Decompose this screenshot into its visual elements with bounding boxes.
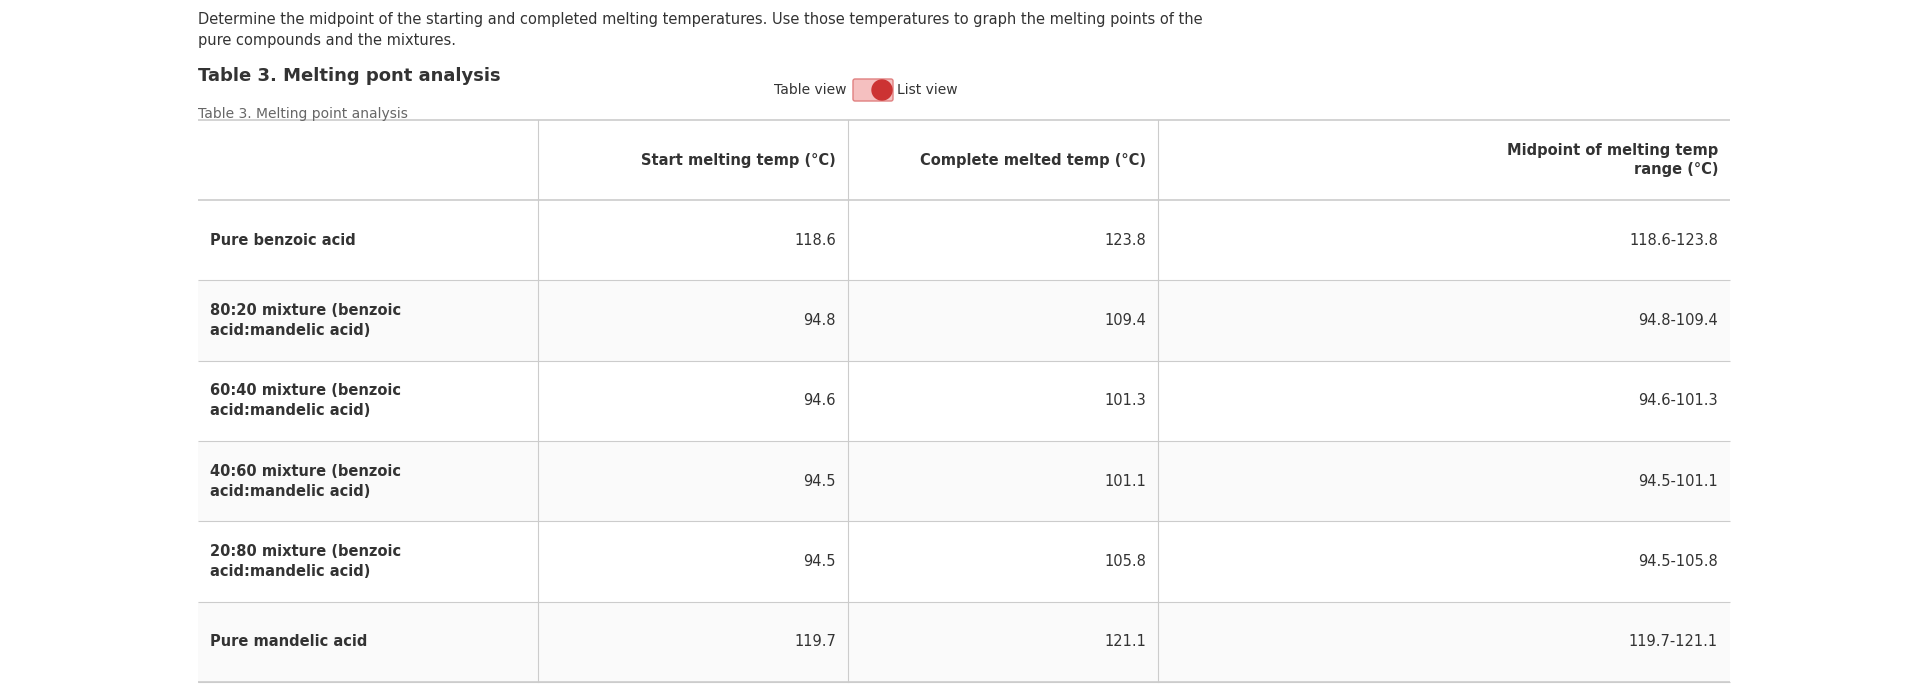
Text: 94.8-109.4: 94.8-109.4 [1638,313,1718,328]
Text: 101.1: 101.1 [1104,474,1146,489]
Bar [198,601,1730,682]
Text: 118.6: 118.6 [795,232,835,248]
Text: Pure mandelic acid: Pure mandelic acid [209,634,367,649]
Text: Complete melted temp (°C): Complete melted temp (°C) [920,152,1146,168]
Text: 94.6: 94.6 [803,393,835,409]
Text: 94.8: 94.8 [803,313,835,328]
Text: 123.8: 123.8 [1104,232,1146,248]
Text: 105.8: 105.8 [1104,554,1146,569]
Text: Table 3. Melting point analysis: Table 3. Melting point analysis [198,107,407,121]
Text: 94.5: 94.5 [803,554,835,569]
Text: Determine the midpoint of the starting and completed melting temperatures. Use t: Determine the midpoint of the starting a… [198,12,1202,48]
Bar [198,361,1730,441]
Text: 94.5: 94.5 [803,474,835,489]
Text: 40:60 mixture (benzoic
acid:mandelic acid): 40:60 mixture (benzoic acid:mandelic aci… [209,464,401,498]
Circle shape [872,80,893,100]
Text: 118.6-123.8: 118.6-123.8 [1630,232,1718,248]
Bar [198,521,1730,601]
Text: 121.1: 121.1 [1104,634,1146,649]
Text: Pure benzoic acid: Pure benzoic acid [209,232,355,248]
Text: 94.5-101.1: 94.5-101.1 [1638,474,1718,489]
Text: Midpoint of melting temp
range (°C): Midpoint of melting temp range (°C) [1507,143,1718,177]
Text: 80:20 mixture (benzoic
acid:mandelic acid): 80:20 mixture (benzoic acid:mandelic aci… [209,303,401,338]
Text: Table 3. Melting pont analysis: Table 3. Melting pont analysis [198,67,501,85]
Bar [198,280,1730,361]
Text: 20:80 mixture (benzoic
acid:mandelic acid): 20:80 mixture (benzoic acid:mandelic aci… [209,544,401,579]
Text: 94.6-101.3: 94.6-101.3 [1638,393,1718,409]
FancyBboxPatch shape [852,79,893,101]
Text: 94.5-105.8: 94.5-105.8 [1638,554,1718,569]
Text: Start melting temp (°C): Start melting temp (°C) [641,152,835,168]
Bar [198,441,1730,521]
Text: List view: List view [897,83,958,97]
Text: Table view: Table view [774,83,847,97]
Text: 101.3: 101.3 [1104,393,1146,409]
Text: 119.7: 119.7 [795,634,835,649]
Bar [198,200,1730,280]
Text: 119.7-121.1: 119.7-121.1 [1628,634,1718,649]
Text: 109.4: 109.4 [1104,313,1146,328]
Text: 60:40 mixture (benzoic
acid:mandelic acid): 60:40 mixture (benzoic acid:mandelic aci… [209,383,401,418]
